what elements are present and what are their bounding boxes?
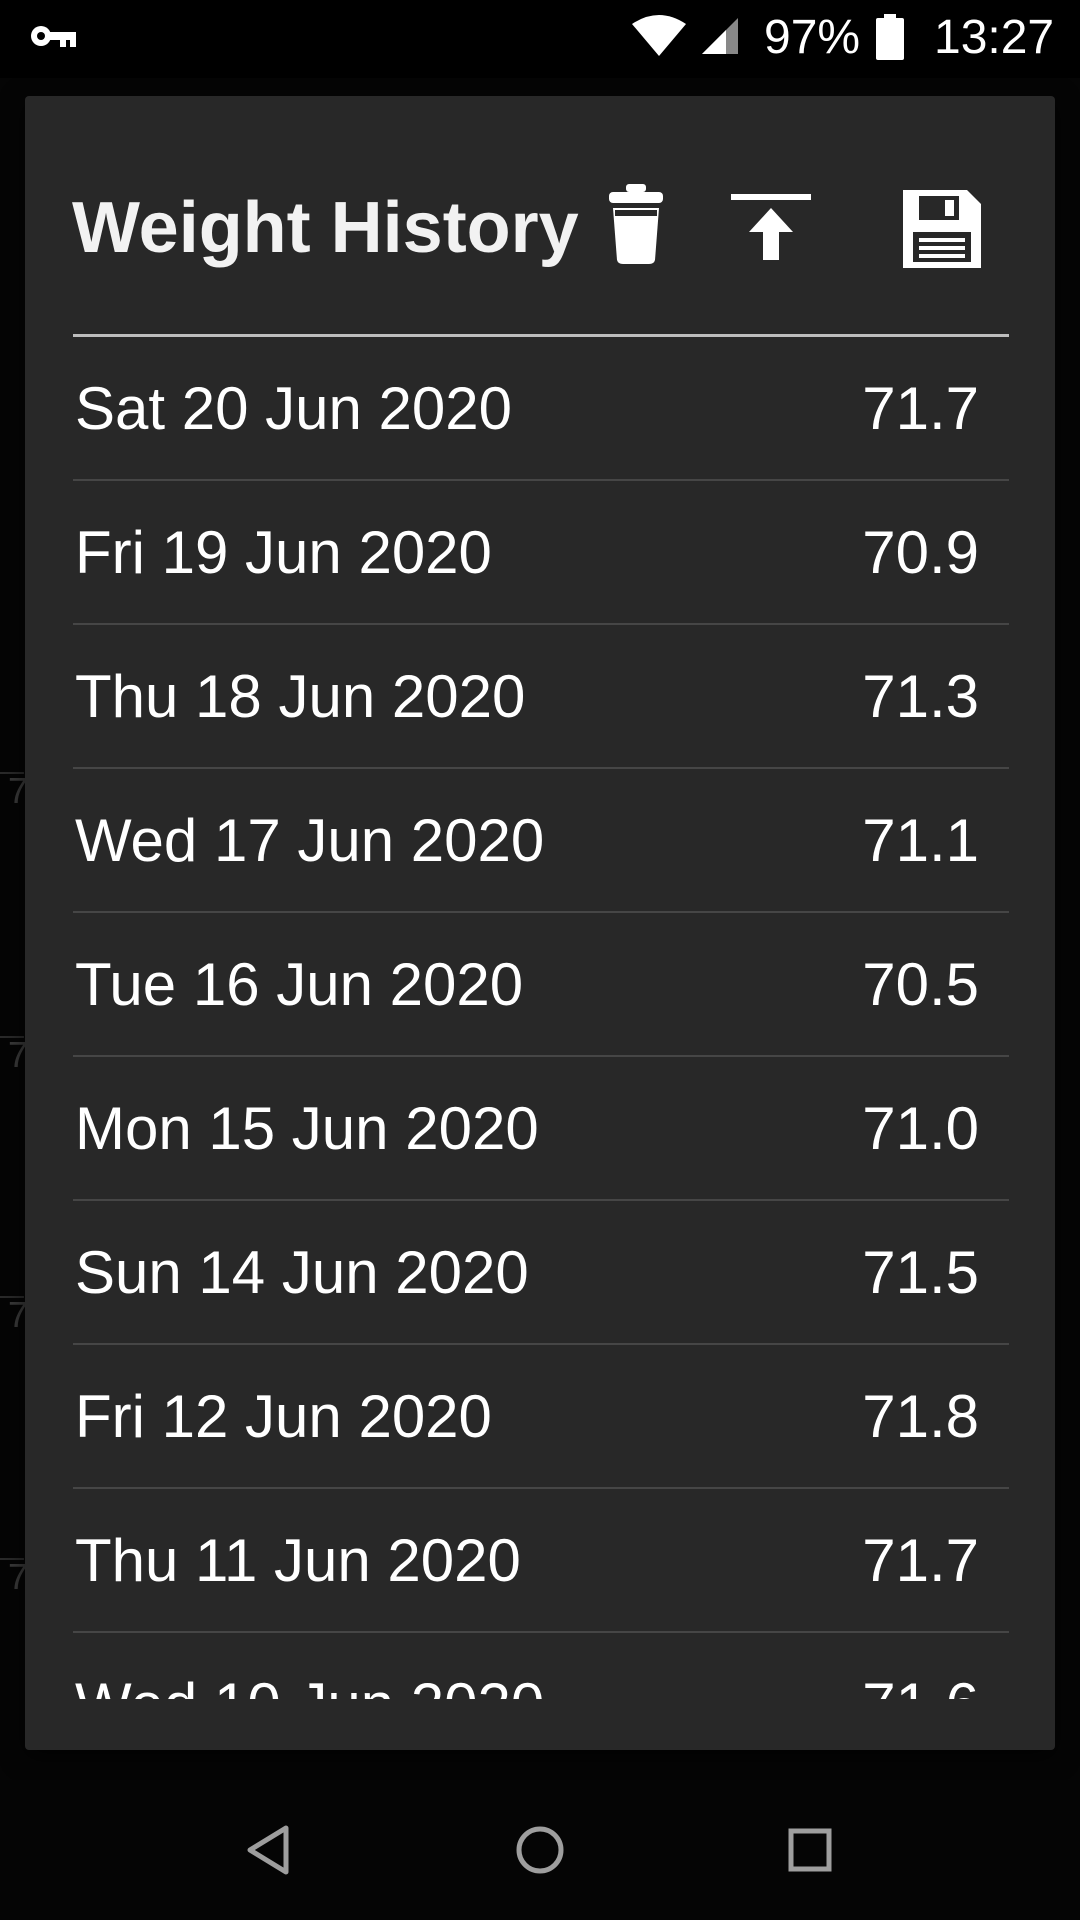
graph-axis-label: 7 (8, 1556, 29, 1597)
weight-history-dialog: Weight History (25, 96, 1055, 1750)
entry-date: Mon 15 Jun 2020 (75, 1094, 539, 1162)
entry-weight: 71.0 (862, 1094, 979, 1162)
graph-gridline (0, 1558, 24, 1560)
history-row[interactable]: Wed 10 Jun 2020 71.6 (73, 1633, 1009, 1700)
entry-weight: 71.7 (862, 374, 979, 442)
entry-date: Fri 12 Jun 2020 (75, 1382, 492, 1450)
entry-date: Sun 14 Jun 2020 (75, 1238, 529, 1306)
navigation-bar (0, 1780, 1080, 1920)
recents-button[interactable] (780, 1820, 840, 1880)
recents-icon (788, 1828, 832, 1872)
entry-date: Wed 10 Jun 2020 (73, 1670, 544, 1700)
entry-date: Thu 11 Jun 2020 (75, 1526, 521, 1594)
history-row[interactable]: Tue 16 Jun 2020 70.5 (73, 913, 1009, 1057)
graph-axis-label: 7 (8, 770, 29, 811)
status-bar: 97% 13:27 (0, 0, 1080, 78)
entry-weight: 71.5 (862, 1238, 979, 1306)
graph-axis-label: 7 (8, 1034, 29, 1075)
clock: 13:27 (934, 11, 1055, 64)
entry-weight: 71.7 (862, 1526, 979, 1594)
back-button[interactable] (240, 1820, 300, 1880)
header-divider (73, 334, 1009, 337)
home-icon (516, 1826, 564, 1874)
entry-date: Sat 20 Jun 2020 (75, 374, 513, 442)
entry-weight: 71.6 (862, 1670, 1009, 1700)
delete-button[interactable] (605, 182, 667, 266)
dialog-header: Weight History (25, 96, 1055, 336)
back-icon (247, 1825, 289, 1875)
graph-gridline (0, 1296, 24, 1298)
entry-weight: 71.1 (862, 806, 979, 874)
entry-date: Thu 18 Jun 2020 (75, 662, 526, 730)
entry-date: Wed 17 Jun 2020 (75, 806, 545, 874)
trash-icon (609, 184, 663, 264)
graph-axis-label: 7 (8, 1294, 29, 1335)
graph-gridline (0, 1036, 24, 1038)
dialog-title: Weight History (72, 188, 579, 268)
history-row[interactable]: Sun 14 Jun 2020 71.5 (73, 1201, 1009, 1345)
history-row[interactable]: Thu 11 Jun 2020 71.7 (73, 1489, 1009, 1633)
cell-signal-icon (702, 18, 738, 54)
battery-icon (876, 14, 904, 60)
history-row[interactable]: Mon 15 Jun 2020 71.0 (73, 1057, 1009, 1201)
upload-button[interactable] (731, 194, 811, 264)
entry-weight: 71.8 (862, 1382, 979, 1450)
vpn-key-icon (31, 26, 76, 47)
graph-gridline (0, 772, 24, 774)
battery-percent: 97% (764, 11, 861, 64)
history-row[interactable]: Sat 20 Jun 2020 71.7 (73, 337, 1009, 481)
history-row[interactable]: Wed 17 Jun 2020 71.1 (73, 769, 1009, 913)
entry-weight: 70.5 (862, 950, 979, 1018)
history-row[interactable]: Fri 19 Jun 2020 70.9 (73, 481, 1009, 625)
entry-weight: 71.3 (862, 662, 979, 730)
upload-icon (731, 194, 811, 260)
entry-date: Tue 16 Jun 2020 (75, 950, 524, 1018)
entry-weight: 70.9 (862, 518, 979, 586)
history-row[interactable]: Thu 18 Jun 2020 71.3 (73, 625, 1009, 769)
wifi-icon (632, 15, 686, 56)
home-button[interactable] (510, 1820, 570, 1880)
history-row[interactable]: Fri 12 Jun 2020 71.8 (73, 1345, 1009, 1489)
weight-history-list[interactable]: Sat 20 Jun 2020 71.7 Fri 19 Jun 2020 70.9 Th… (73, 337, 1009, 1699)
save-button[interactable] (901, 188, 983, 270)
entry-date: Fri 19 Jun 2020 (75, 518, 492, 586)
save-icon (903, 190, 981, 268)
